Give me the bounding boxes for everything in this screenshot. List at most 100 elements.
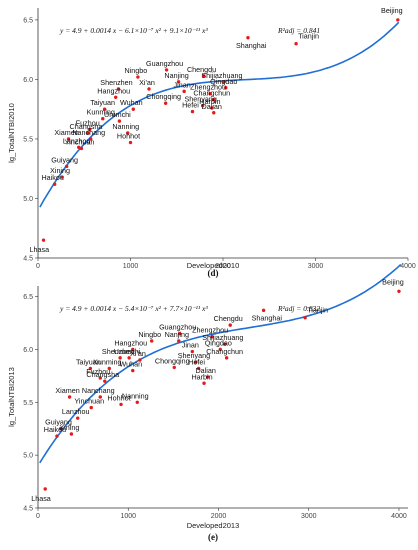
fit-curve <box>39 263 402 464</box>
point-label: Chongqing <box>155 356 190 365</box>
point-label: Shanghai <box>252 313 283 322</box>
point-label: Hangzhou <box>97 86 130 95</box>
y-tick-label: 4.5 <box>23 506 33 513</box>
data-point <box>224 356 229 360</box>
point-label: Dalian <box>195 366 215 375</box>
point-label: Hangzhou <box>114 338 147 347</box>
y-tick-label: 5.0 <box>23 196 33 203</box>
point-label: Nanchang <box>72 128 105 137</box>
data-point <box>194 360 198 364</box>
point-label: Lhasa <box>30 245 50 254</box>
point-label: Urumchi <box>114 347 141 356</box>
point-label: Qingdao <box>210 77 237 86</box>
data-point <box>208 92 212 96</box>
y-tick-label: 5.0 <box>23 453 33 460</box>
data-point <box>176 80 181 84</box>
x-tick-label: 1000 <box>123 263 139 270</box>
x-tick-label: 4000 <box>391 513 407 520</box>
data-point <box>118 356 122 360</box>
data-point <box>102 107 107 111</box>
data-point <box>228 323 232 327</box>
point-label: Beijing <box>381 6 403 15</box>
data-point <box>135 400 139 404</box>
x-axis-title: Developed2010 <box>187 261 240 270</box>
data-point <box>196 366 201 371</box>
point-label: Nanning <box>122 391 149 400</box>
data-point <box>205 375 210 379</box>
point-label: Xi'an <box>139 78 155 87</box>
data-point <box>88 127 92 132</box>
data-point <box>117 119 122 123</box>
y-tick-label: 5.5 <box>23 400 33 407</box>
point-label: Haikou <box>44 425 66 434</box>
data-point <box>224 86 228 90</box>
point-label: Guiyang <box>45 418 72 427</box>
data-point <box>86 131 90 135</box>
y-tick-label: 6.5 <box>23 294 33 301</box>
data-point <box>114 95 118 99</box>
point-label: Jinan <box>174 80 191 89</box>
panel-d: 0 1000 2000 3000 4000 4.5 5.0 5.5 6.0 6.5 Develope… <box>7 6 416 278</box>
fit-curve <box>39 21 400 208</box>
data-point <box>89 137 93 141</box>
point-label: Lhasa <box>31 494 51 503</box>
data-point <box>202 381 206 385</box>
point-label: Chengdu <box>187 65 216 74</box>
data-point <box>190 109 195 114</box>
point-label: Xi'an <box>130 349 146 358</box>
point-label: Ningbo <box>125 66 148 75</box>
x-tick-label: 2000 <box>211 513 227 520</box>
point-label: Guiyang <box>51 155 78 164</box>
y-tick-label: 4.5 <box>23 256 33 263</box>
point-label: Shanghai <box>236 41 267 50</box>
data-point <box>127 356 131 360</box>
point-label: Wuhan <box>119 360 142 369</box>
x-tick-label: 3000 <box>301 513 317 520</box>
point-label: Guangzhou <box>146 59 183 68</box>
data-point <box>223 342 227 346</box>
point-label: Zhengzhou <box>190 83 226 92</box>
x-tick-label: 1000 <box>120 513 136 520</box>
point-label: Changsha <box>86 370 119 379</box>
point-label: Nanchang <box>82 386 115 395</box>
point-label: Nanjing <box>165 330 189 339</box>
point-label: Nanning <box>112 122 139 131</box>
data-point <box>177 331 182 336</box>
panel-e: 0 1000 2000 3000 4000 4.5 5.0 5.5 6.0 6.5 Develope… <box>7 263 408 542</box>
point-label: Shijiazhuang <box>201 71 242 80</box>
data-point <box>138 358 142 362</box>
data-point <box>200 103 205 108</box>
data-point <box>150 339 154 343</box>
fit-r2: R²adj = 0.832 <box>277 304 320 313</box>
point-label: Guangzhou <box>159 323 196 332</box>
point-label: Yinchuan <box>74 397 104 406</box>
data-point <box>67 395 72 399</box>
panel-caption: (e) <box>208 532 218 542</box>
data-point <box>103 379 107 383</box>
data-point <box>303 316 307 320</box>
data-point <box>182 89 186 94</box>
point-label: Kunming <box>87 108 115 117</box>
data-point <box>136 75 140 79</box>
point-label: Changsha <box>70 122 103 131</box>
data-point <box>177 339 181 343</box>
y-axis-title: lg_TotalNTBI2010 <box>7 103 16 163</box>
point-label: Qingdao <box>205 338 232 347</box>
data-point <box>66 137 71 141</box>
data-point <box>212 97 216 102</box>
data-point <box>76 416 80 420</box>
panel-caption: (d) <box>208 268 219 278</box>
point-label: Lanzhou <box>62 407 90 416</box>
data-point <box>101 117 105 121</box>
data-point <box>397 289 401 293</box>
data-point <box>131 368 135 373</box>
data-point <box>69 432 74 436</box>
data-point <box>210 106 214 110</box>
point-label: Jinan <box>182 341 199 350</box>
data-point <box>107 366 111 371</box>
point-label: Lanzhou <box>63 136 91 145</box>
data-point <box>222 80 226 84</box>
data-point <box>210 335 214 339</box>
x-tick-label: 3000 <box>308 263 324 270</box>
data-point <box>163 101 168 105</box>
